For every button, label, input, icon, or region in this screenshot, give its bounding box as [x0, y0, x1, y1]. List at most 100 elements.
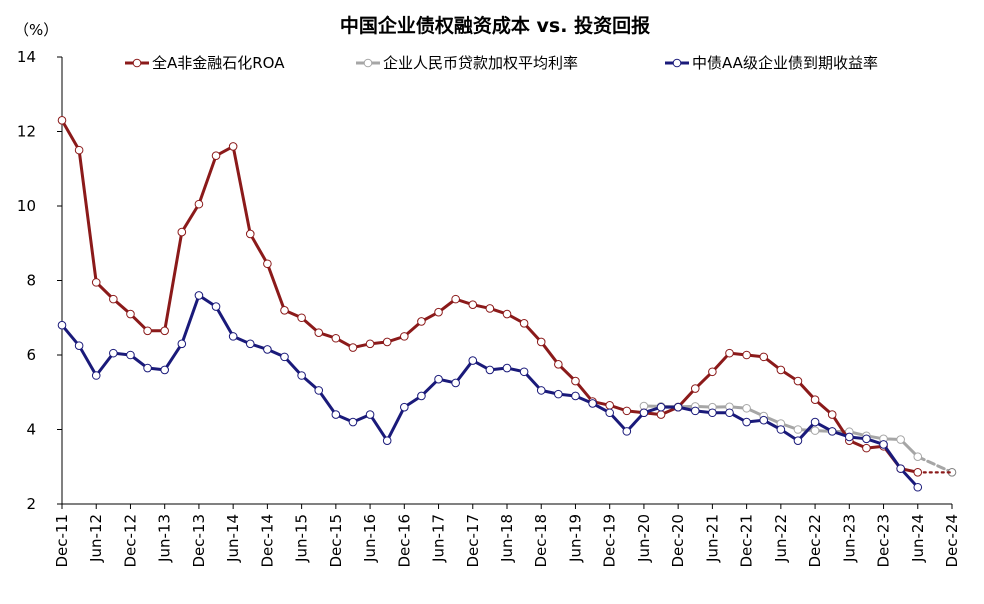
series-roa-point	[725, 348, 734, 358]
x-tick-label: Dec-16	[395, 514, 413, 568]
series-aa-yield-point	[605, 408, 614, 418]
series-roa-point	[759, 352, 769, 362]
series-aa-yield-point	[862, 434, 871, 444]
series-aa-yield-point	[742, 417, 751, 427]
series-roa-point	[245, 229, 255, 239]
series-aa-yield-point	[228, 332, 238, 341]
legend-marker-loan-rate	[363, 58, 373, 68]
series-aa-yield-point	[143, 363, 152, 373]
series-roa-point	[708, 367, 717, 377]
series-aa-yield-point	[211, 302, 221, 311]
series-roa-point	[656, 410, 666, 419]
legend-label-roa: 全A非金融石化ROA	[152, 54, 285, 72]
series-roa-point	[143, 326, 152, 336]
series-aa-yield-point	[776, 425, 786, 434]
series-loan-rate-point	[810, 426, 820, 435]
series-layer	[57, 116, 957, 492]
x-tick-label: Jun-17	[430, 514, 448, 563]
x-tick-label: Dec-20	[669, 514, 687, 568]
y-tick-label: 14	[17, 48, 36, 66]
series-aa-yield-point	[554, 389, 563, 399]
series-aa-yield-point	[194, 291, 204, 300]
series-aa-yield-point	[810, 417, 820, 427]
series-aa-yield-point	[485, 365, 495, 375]
x-tick-label: Dec-11	[53, 514, 71, 568]
series-roa-point	[194, 199, 204, 209]
series-aa-yield-point	[571, 391, 580, 401]
series-aa-yield-point	[793, 436, 803, 445]
series-roa-point	[862, 443, 871, 453]
y-axis-unit: （%）	[14, 21, 58, 39]
series-aa-yield-line	[60, 293, 919, 489]
series-loan-rate-point	[913, 452, 923, 461]
series-aa-yield-point	[725, 408, 734, 418]
series-roa-point	[400, 332, 409, 341]
x-tick-label: Jun-19	[566, 514, 584, 563]
series-roa-point	[622, 406, 632, 416]
series-aa-yield-point	[690, 406, 700, 416]
series-aa-yield-point	[91, 371, 101, 380]
chart-title: 中国企业债权融资成本 vs. 投资回报	[340, 14, 650, 37]
series-roa-point	[91, 278, 101, 287]
x-tick-label: Dec-24	[943, 514, 961, 568]
x-tick-label: Dec-12	[121, 514, 139, 568]
series-roa-point	[74, 145, 84, 155]
legend-label-aa-yield: 中债AA级企业债到期收益率	[692, 54, 878, 72]
series-roa-point	[280, 306, 289, 315]
x-tick-label: Jun-22	[772, 514, 790, 563]
series-aa-yield-point	[297, 371, 306, 380]
series-aa-yield-point	[331, 410, 341, 419]
series-roa-point	[297, 313, 306, 323]
x-tick-label: Dec-19	[601, 514, 619, 568]
series-aa-yield-point	[656, 402, 666, 412]
series-roa-point	[228, 142, 238, 151]
x-tick-label: Jun-13	[156, 514, 174, 563]
series-aa-yield-point	[502, 363, 512, 373]
x-tick-label: Dec-21	[738, 514, 756, 568]
y-tick-label: 10	[17, 197, 36, 215]
series-roa-point	[126, 309, 135, 319]
series-roa-point	[913, 468, 923, 477]
series-loan-rate-point	[742, 403, 751, 413]
series-roa-point	[348, 343, 358, 352]
series-aa-yield-point	[109, 348, 118, 358]
x-tick-label: Dec-23	[875, 514, 893, 568]
legend-label-loan-rate: 企业人民币贷款加权平均利率	[383, 54, 578, 72]
x-tick-label: Jun-18	[498, 514, 516, 563]
series-loan-rate-point	[793, 425, 803, 434]
series-aa-yield-point	[177, 339, 187, 349]
series-roa-point	[793, 376, 803, 386]
series-aa-yield-point	[400, 402, 409, 412]
series-roa-point	[160, 326, 169, 336]
series-roa-point	[177, 227, 187, 237]
series-roa-point	[605, 400, 614, 410]
series-roa-line	[60, 119, 919, 474]
series-aa-yield-point	[74, 341, 84, 350]
series-aa-yield-point	[913, 482, 923, 492]
series-aa-yield-point	[417, 391, 426, 401]
y-tick-label: 6	[26, 346, 36, 364]
series-roa-point	[331, 333, 341, 343]
legend-item-roa: 全A非金融石化ROA	[125, 54, 285, 72]
series-aa-yield	[57, 291, 923, 492]
series-aa-yield-point	[759, 415, 769, 425]
x-tick-label: Dec-17	[464, 514, 482, 568]
series-aa-yield-point	[879, 440, 888, 449]
series-aa-yield-point	[314, 386, 324, 395]
series-aa-yield-point	[434, 374, 443, 384]
series-aa-yield-point	[160, 365, 169, 375]
series-roa-point	[417, 317, 426, 326]
x-tick-label: Dec-13	[190, 514, 208, 568]
series-aa-yield-point	[588, 399, 597, 408]
series-roa-point	[109, 294, 118, 304]
legend-item-aa-yield: 中债AA级企业债到期收益率	[665, 54, 878, 72]
series-aa-yield-point	[827, 427, 837, 436]
series-aa-yield-point	[263, 345, 272, 354]
series-loan-rate-point	[896, 435, 905, 444]
y-tick-label: 12	[17, 123, 36, 141]
axes: 2 4 6 8 10 12 14 Dec-11 Jun-12 Dec-12 Jun-13 Dec-13…	[17, 48, 961, 568]
series-aa-yield-point	[639, 408, 649, 418]
series-roa-point	[827, 410, 837, 419]
y-tick-label: 4	[26, 421, 36, 439]
